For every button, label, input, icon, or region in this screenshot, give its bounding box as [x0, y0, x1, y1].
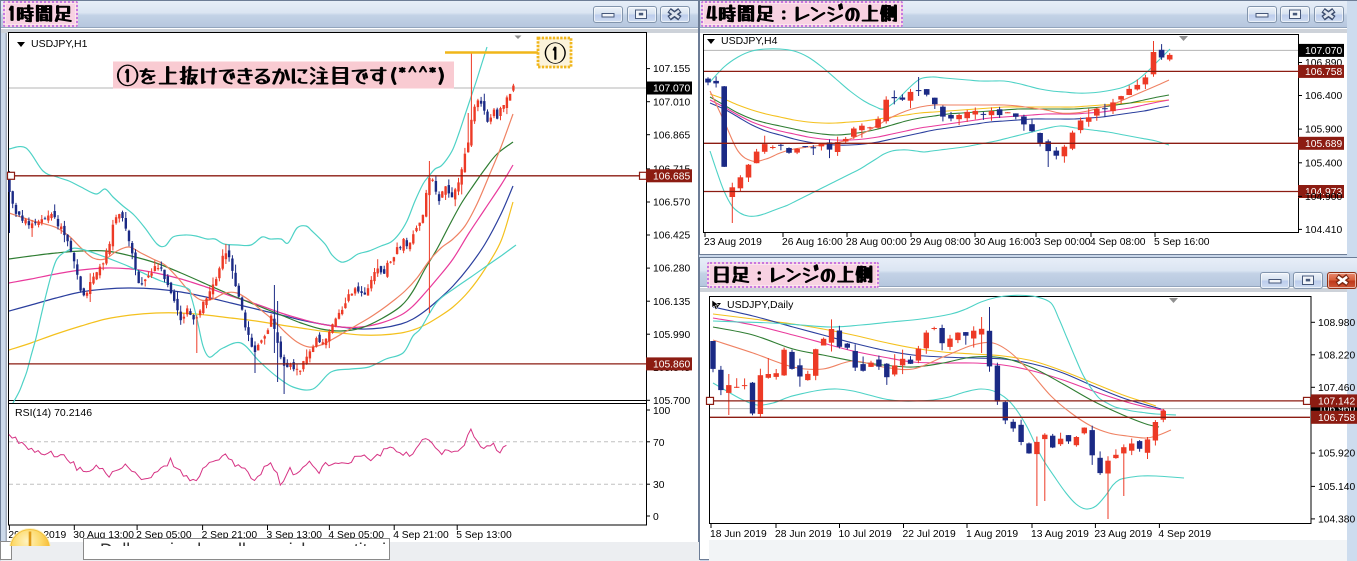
svg-text:107.070: 107.070 — [1305, 46, 1342, 57]
svg-text:100: 100 — [653, 406, 670, 417]
svg-text:105.400: 105.400 — [1305, 158, 1342, 169]
svg-text:104.410: 104.410 — [1305, 225, 1342, 236]
svg-text:106.960: 106.960 — [1318, 404, 1355, 415]
svg-text:3 Sep 00:00: 3 Sep 00:00 — [1035, 237, 1091, 248]
svg-text:104.900: 104.900 — [1305, 192, 1342, 203]
svg-text:107.070: 107.070 — [653, 84, 690, 95]
svg-text:4 Sep 08:00: 4 Sep 08:00 — [1090, 237, 1146, 248]
svg-text:106.890: 106.890 — [1305, 58, 1342, 69]
svg-text:108.980: 108.980 — [1318, 318, 1355, 329]
svg-text:106.400: 106.400 — [1305, 91, 1342, 102]
svg-text:106.758: 106.758 — [1305, 67, 1342, 78]
svg-text:22 Jul 2019: 22 Jul 2019 — [903, 529, 957, 540]
svg-text:30 Aug 16:00: 30 Aug 16:00 — [974, 237, 1035, 248]
svg-text:108.220: 108.220 — [1318, 350, 1355, 361]
svg-text:106.135: 106.135 — [653, 297, 690, 308]
svg-text:29 Aug 08:00: 29 Aug 08:00 — [910, 237, 971, 248]
svg-text:107.155: 107.155 — [653, 64, 690, 75]
svg-text:104.380: 104.380 — [1318, 515, 1355, 526]
svg-text:Dollar gains broadly as risk a: Dollar gains broadly as risk appetite im… — [100, 540, 420, 547]
svg-text:106.758: 106.758 — [1318, 413, 1355, 424]
svg-text:107.460: 107.460 — [1318, 383, 1355, 394]
svg-text:105.689: 105.689 — [1305, 139, 1342, 150]
svg-text:23 Aug 2019: 23 Aug 2019 — [704, 237, 762, 248]
svg-text:2 Sep 21:00: 2 Sep 21:00 — [202, 530, 258, 541]
svg-text:30 Aug 13:00: 30 Aug 13:00 — [73, 530, 134, 541]
svg-text:107.010: 107.010 — [653, 97, 690, 108]
svg-text:107.142: 107.142 — [1318, 397, 1355, 408]
svg-text:0: 0 — [653, 512, 659, 523]
svg-text:5 Sep 16:00: 5 Sep 16:00 — [1154, 237, 1210, 248]
svg-text:105.140: 105.140 — [1318, 482, 1355, 493]
svg-text:4 Sep 05:00: 4 Sep 05:00 — [328, 530, 384, 541]
svg-text:10 Jul 2019: 10 Jul 2019 — [839, 529, 893, 540]
svg-text:RSI(14) 70.2146: RSI(14) 70.2146 — [15, 407, 92, 419]
svg-text:23 Aug 2019: 23 Aug 2019 — [1094, 529, 1152, 540]
svg-text:2 Sep 05:00: 2 Sep 05:00 — [136, 530, 192, 541]
svg-text:28 Aug 00:00: 28 Aug 00:00 — [846, 237, 907, 248]
svg-text:106.865: 106.865 — [653, 130, 690, 141]
svg-text:4 Sep 21:00: 4 Sep 21:00 — [393, 530, 449, 541]
svg-text:3 Sep 13:00: 3 Sep 13:00 — [267, 530, 323, 541]
svg-text:1 Aug 2019: 1 Aug 2019 — [966, 529, 1018, 540]
svg-text:30: 30 — [653, 480, 665, 491]
svg-text:105.860: 105.860 — [653, 360, 690, 371]
svg-text:26 Aug 16:00: 26 Aug 16:00 — [782, 237, 843, 248]
svg-text:106.570: 106.570 — [653, 198, 690, 209]
svg-text:105.700: 105.700 — [653, 396, 690, 407]
svg-text:USDJPY,H4: USDJPY,H4 — [721, 35, 778, 47]
svg-text:70: 70 — [653, 438, 665, 449]
svg-text:4 Sep 2019: 4 Sep 2019 — [1158, 529, 1211, 540]
svg-text:106.685: 106.685 — [653, 171, 690, 182]
svg-text:105.920: 105.920 — [1318, 449, 1355, 460]
svg-text:105.990: 105.990 — [653, 330, 690, 341]
svg-text:USDJPY,Daily: USDJPY,Daily — [727, 299, 794, 311]
svg-text:13 Aug 2019: 13 Aug 2019 — [1031, 529, 1089, 540]
svg-text:18 Jun 2019: 18 Jun 2019 — [710, 529, 767, 540]
svg-text:28 Jun 2019: 28 Jun 2019 — [775, 529, 832, 540]
svg-text:104.973: 104.973 — [1305, 187, 1342, 198]
svg-text:5 Sep 13:00: 5 Sep 13:00 — [456, 530, 512, 541]
svg-text:106.425: 106.425 — [653, 231, 690, 242]
svg-text:106.280: 106.280 — [653, 264, 690, 275]
svg-text:USDJPY,H1: USDJPY,H1 — [31, 38, 88, 50]
svg-text:105.900: 105.900 — [1305, 125, 1342, 136]
